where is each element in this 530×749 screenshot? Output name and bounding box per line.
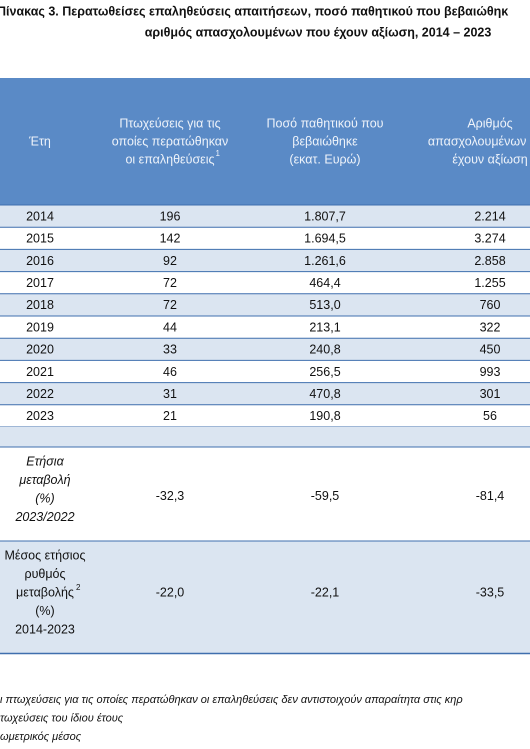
header-text: απασχολουμένων που [428,134,530,148]
cell: 44 [163,320,177,334]
cell: 2020 [26,343,54,357]
cell: 92 [163,254,177,268]
superscript: 1 [216,149,221,158]
cell: 464,4 [309,276,340,290]
footnote: ωμετρικός μέσος [0,731,82,743]
header-text: Πτωχεύσεις για τις [119,116,220,130]
summary-label: μεταβολής [16,585,74,599]
header-text: Ποσό παθητικού που [266,116,383,130]
row-bg [0,249,530,272]
footnote: ι πτωχεύσεις για τις οποίες περατώθηκαν … [0,694,463,706]
row-bg [0,271,530,294]
cell: 1.261,6 [304,254,346,268]
cell: 2016 [26,254,54,268]
summary-value: -59,5 [311,489,340,503]
header-text: βεβαιώθηκε [292,134,358,148]
cell: 2014 [26,209,54,223]
summary-value: -33,5 [476,585,505,599]
header-text: (εκατ. Ευρώ) [289,152,360,166]
cell: 1.807,7 [304,209,346,223]
cell: 2.214 [474,209,505,223]
row-bg [0,227,530,250]
header-text: Έτη [28,134,51,148]
cell: 142 [160,232,181,246]
row-bg [0,360,530,383]
cell: 56 [483,409,497,423]
summary-label: 2014-2023 [15,622,75,636]
cell: 2023 [26,409,54,423]
summary-label: Μέσος ετήσιος [4,548,85,562]
cell: 1.255 [474,276,505,290]
summary-label: μεταβολή [18,473,70,487]
footnote: τωχεύσεις του ίδιου έτους [0,712,124,724]
title: αριθμός απασχολουμένων που έχουν αξίωση,… [145,25,492,39]
cell: 213,1 [309,320,340,334]
cell: 72 [163,298,177,312]
cell: 46 [163,365,177,379]
cell: 2015 [26,232,54,246]
cell: 196 [160,209,181,223]
row-bg [0,404,530,427]
header-text: Αριθμός [467,116,512,130]
cell: 21 [163,409,177,423]
cell: 1.694,5 [304,232,346,246]
superscript: 2 [76,583,81,592]
cell: 760 [480,298,501,312]
cell: 240,8 [309,343,340,357]
cell: 470,8 [309,387,340,401]
cell: 2019 [26,320,54,334]
summary-label: ρυθμός [24,567,65,581]
cell: 256,5 [309,365,340,379]
summary-label: (%) [35,604,54,618]
summary-bg [0,447,530,541]
summary-value: -81,4 [476,489,505,503]
cell: 513,0 [309,298,340,312]
spacer-row [0,427,530,447]
header-bg [0,78,530,205]
row-bg [0,338,530,361]
summary-label: Ετήσια [26,454,64,468]
row-bg [0,293,530,316]
header-text: οι επαληθεύσεις [125,152,214,166]
summary-value: -22,0 [156,585,185,599]
summary-value: -22,1 [311,585,340,599]
row-bg [0,205,530,228]
cell: 2018 [26,298,54,312]
cell: 2017 [26,276,54,290]
header-text: έχουν αξίωση [452,152,527,166]
cell: 2022 [26,387,54,401]
summary-label: 2023/2022 [14,510,74,524]
cell: 3.274 [474,232,505,246]
cell: 190,8 [309,409,340,423]
cell: 301 [480,387,501,401]
row-bg [0,382,530,405]
cell: 322 [480,320,501,334]
cell: 31 [163,387,177,401]
cell: 33 [163,343,177,357]
header-text: οποίες περατώθηκαν [112,134,229,148]
summary-value: -32,3 [156,489,185,503]
cell: 2.858 [474,254,505,268]
summary-label: (%) [35,491,54,505]
title: Πίνακας 3. Περατωθείσες επαληθεύσεις απα… [0,4,508,18]
row-bg [0,316,530,339]
cell: 993 [480,365,501,379]
cell: 72 [163,276,177,290]
cell: 450 [480,343,501,357]
cell: 2021 [26,365,54,379]
summary-bg [0,541,530,654]
